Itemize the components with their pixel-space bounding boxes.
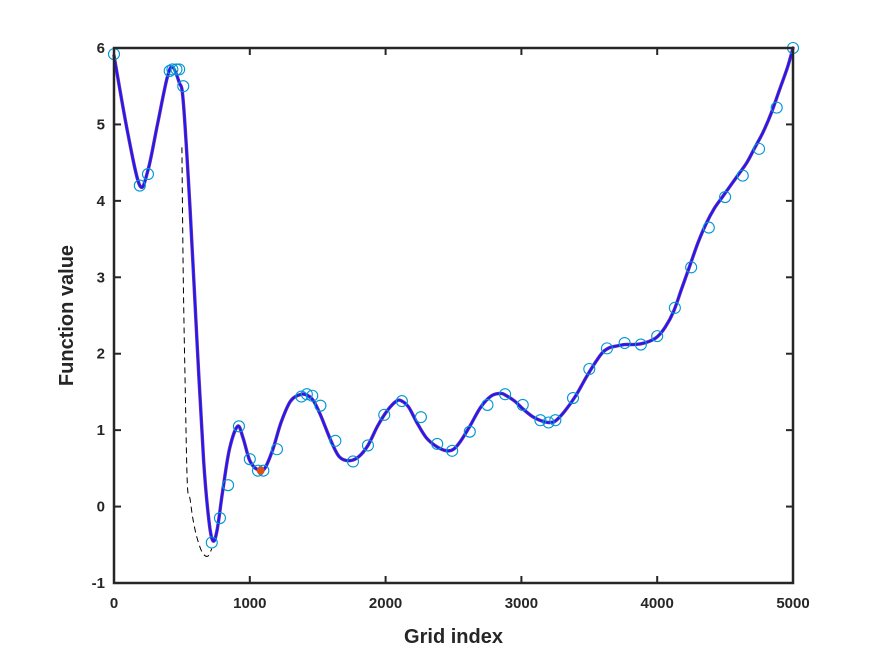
y-tick-label: 1 [97, 422, 105, 439]
data-point [414, 411, 427, 424]
y-tick-label: 3 [97, 269, 105, 286]
data-point [306, 389, 319, 402]
data-point [542, 416, 555, 429]
y-tick-label: 0 [97, 499, 105, 516]
x-axis-title: Grid index [404, 626, 503, 648]
data-point [600, 342, 614, 355]
data-point [166, 63, 179, 76]
data-point [133, 179, 146, 192]
data-point [232, 420, 245, 433]
plot-area [107, 41, 800, 557]
data-point [205, 536, 218, 549]
x-tick-label: 1000 [233, 595, 266, 612]
data-point [736, 169, 749, 182]
y-axis-title: Function value [56, 245, 78, 386]
data-point [314, 399, 327, 412]
data-point [346, 455, 360, 468]
series-line-dashed [181, 147, 213, 557]
data-point [213, 511, 226, 525]
x-tick-label: 4000 [641, 595, 674, 612]
x-tick-label: 3000 [505, 595, 538, 612]
x-tick-label: 2000 [369, 595, 402, 612]
y-tick-label: 6 [97, 40, 105, 57]
y-tick-label: -1 [92, 575, 105, 592]
data-point [685, 261, 698, 274]
data-point [634, 338, 647, 351]
data-point [222, 479, 235, 492]
series-line-blue [113, 47, 794, 543]
data-point [549, 414, 562, 427]
data-point [752, 142, 766, 155]
minimum-point [256, 466, 265, 475]
data-point [300, 388, 313, 401]
data-point [499, 388, 512, 401]
x-tick-label: 0 [110, 595, 118, 612]
y-tick-label: 2 [97, 346, 105, 363]
data-point [361, 439, 374, 452]
data-point [651, 330, 664, 343]
data-point [618, 336, 631, 350]
x-axis: 0 1000 2000 3000 4000 5000 [110, 48, 810, 612]
data-point [170, 63, 183, 76]
y-axis: -1 0 1 2 3 4 5 6 [92, 40, 793, 592]
data-point [481, 398, 494, 411]
data-point [566, 391, 580, 405]
data-point [243, 453, 256, 466]
data-point [395, 395, 408, 408]
data-point [141, 168, 154, 181]
y-tick-label: 4 [97, 193, 106, 210]
data-point [702, 221, 715, 234]
data-point [177, 80, 190, 93]
data-point [329, 434, 342, 447]
data-point [378, 408, 391, 421]
y-tick-label: 5 [97, 116, 105, 133]
data-point [270, 443, 284, 456]
data-point [431, 437, 444, 450]
axes-box [112, 46, 795, 585]
data-point [446, 444, 459, 457]
data-point [163, 64, 176, 77]
data-point [173, 63, 186, 76]
data-point [668, 301, 681, 314]
x-tick-label: 5000 [776, 595, 809, 612]
data-point [583, 362, 596, 376]
data-point [534, 414, 547, 427]
data-point [463, 425, 476, 438]
data-point [516, 398, 529, 411]
data-point [770, 101, 783, 114]
data-point [719, 190, 732, 204]
